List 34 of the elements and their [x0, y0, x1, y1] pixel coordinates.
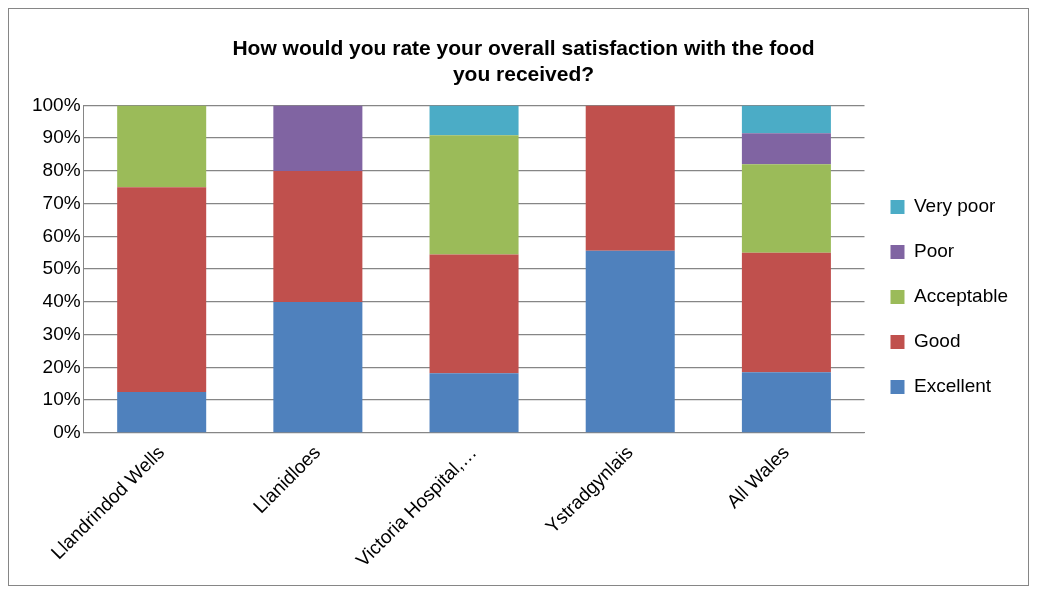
y-tick-label: 30% [42, 322, 81, 344]
y-tick-label: 70% [42, 191, 81, 213]
legend-label: Acceptable [913, 285, 1009, 307]
bar [741, 164, 831, 253]
bar [117, 105, 207, 188]
legend-label: Poor [913, 240, 955, 262]
legend-label: Good [913, 330, 961, 352]
bar [741, 105, 831, 134]
legend-label: Excellent [913, 375, 992, 397]
y-tick-label: 10% [42, 388, 81, 410]
bar [585, 250, 675, 433]
bar [585, 105, 675, 251]
bar [273, 105, 363, 171]
y-tick-label: 50% [42, 257, 81, 279]
bar [273, 301, 363, 433]
chart-title: How would you rate your overall satisfaction with the food you received? [232, 36, 815, 85]
bar [117, 187, 207, 392]
y-tick-label: 60% [42, 224, 81, 246]
bar [741, 372, 831, 433]
y-tick-label: 20% [42, 355, 81, 377]
bar [429, 135, 519, 255]
legend-label: Very poor [913, 195, 996, 217]
y-tick-label: 90% [42, 126, 81, 148]
bar [741, 133, 831, 165]
bar [429, 373, 519, 433]
bar [429, 254, 519, 374]
y-tick-label: 80% [42, 159, 81, 181]
bar [117, 391, 207, 433]
bar [741, 252, 831, 373]
bar [273, 170, 363, 302]
y-tick-label: 0% [53, 421, 81, 443]
y-tick-label: 40% [42, 290, 81, 312]
bar [429, 105, 519, 136]
y-tick-label: 100% [31, 93, 81, 115]
